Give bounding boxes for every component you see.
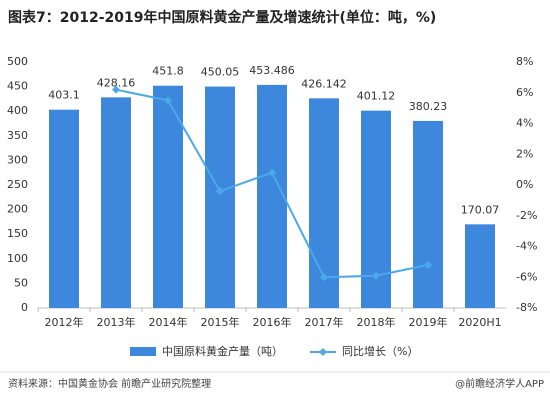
bar: [153, 85, 183, 308]
y-tick-label: 100: [7, 252, 28, 265]
x-tick-label: 2020H1: [458, 316, 501, 329]
x-tick-label: 2019年: [409, 315, 448, 329]
value-label: 428.16: [97, 76, 136, 89]
line-marker: [320, 273, 328, 282]
value-label: 451.8: [152, 65, 184, 78]
y-tick-label: 50: [14, 276, 28, 289]
x-tick-label: 2014年: [149, 315, 188, 329]
x-tick-label: 2013年: [97, 315, 136, 329]
y2-tick-label: 6%: [516, 86, 533, 99]
line-marker: [164, 96, 172, 105]
x-tick-label: 2016年: [253, 315, 292, 329]
y-tick-label: 450: [7, 80, 28, 93]
credit: @前瞻经济学人APP: [455, 377, 544, 390]
value-label: 401.12: [357, 90, 396, 103]
legend-label: 同比增长（%）: [342, 344, 418, 358]
value-label: 453.486: [249, 64, 295, 77]
x-tick-label: 2018年: [357, 315, 396, 329]
bar: [205, 86, 235, 308]
line-marker: [424, 260, 432, 269]
legend-swatch: [130, 347, 156, 356]
y2-tick-label: 0%: [516, 178, 533, 191]
line-marker: [216, 187, 224, 196]
y2-tick-label: 8%: [516, 55, 533, 68]
y-tick-label: 0: [21, 301, 28, 314]
bar: [49, 109, 79, 308]
y2-tick-label: 2%: [516, 147, 533, 160]
value-label: 170.07: [461, 203, 500, 216]
bar: [413, 120, 443, 308]
line-marker: [268, 168, 276, 177]
y2-tick-label: -8%: [516, 301, 537, 314]
bar: [465, 224, 495, 308]
y-tick-label: 500: [7, 55, 28, 68]
legend-label: 中国原料黄金产量（吨）: [162, 344, 283, 358]
y-tick-label: 400: [7, 104, 28, 117]
chart-title: 图表7：2012-2019年中国原料黄金产量及增速统计(单位：吨，%): [8, 9, 436, 26]
x-tick-label: 2012年: [45, 315, 84, 329]
y-tick-label: 150: [7, 227, 28, 240]
bar: [309, 98, 339, 308]
bar: [257, 84, 287, 308]
source: 资料来源：中国黄金协会 前瞻产业研究院整理: [8, 377, 211, 390]
y-tick-label: 350: [7, 129, 28, 142]
y2-tick-label: -2%: [516, 209, 537, 222]
y2-tick-label: -4%: [516, 240, 537, 253]
x-tick-label: 2015年: [201, 315, 240, 329]
y-tick-label: 300: [7, 153, 28, 166]
y2-tick-label: -6%: [516, 270, 537, 283]
x-tick-label: 2017年: [305, 315, 344, 329]
legend-marker: [319, 348, 327, 356]
y-tick-label: 250: [7, 178, 28, 191]
line-marker: [372, 271, 380, 280]
value-label: 426.142: [301, 77, 347, 90]
bar: [101, 97, 131, 309]
value-label: 380.23: [409, 100, 448, 113]
value-label: 403.1: [48, 89, 80, 102]
y2-tick-label: 4%: [516, 117, 533, 130]
y-tick-label: 200: [7, 203, 28, 216]
value-label: 450.05: [201, 66, 240, 79]
line-marker: [112, 85, 120, 94]
